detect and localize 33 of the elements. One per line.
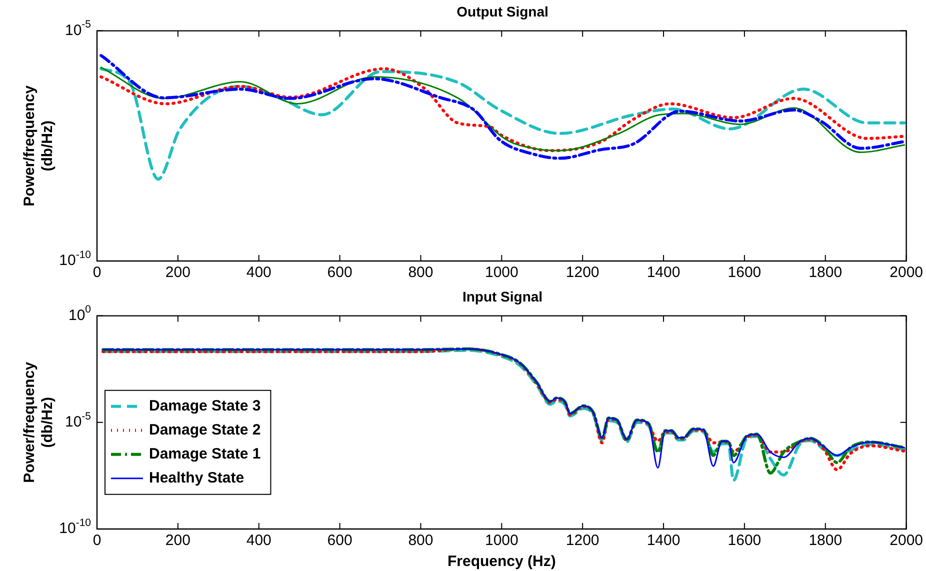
y-axis-title: Power/frequency (db/Hz) (21, 84, 56, 206)
x-tick-label: 1800 (808, 532, 842, 550)
x-tick-label: 0 (92, 264, 102, 282)
line-series (100, 54, 906, 160)
x-tick-label: 2000 (890, 264, 924, 282)
x-tick-label: 1200 (566, 264, 600, 282)
line-series (100, 67, 906, 181)
y-axis-title: Power/frequency (db/Hz) (21, 361, 56, 483)
legend-label: Healthy State (149, 470, 244, 487)
x-tick-label: 1800 (808, 264, 842, 282)
x-tick-label: 400 (246, 532, 272, 550)
x-tick-label: 2000 (890, 532, 924, 550)
x-tick-label: 1200 (566, 532, 600, 550)
x-tick-label: 1000 (484, 264, 518, 282)
x-tick-label: 600 (327, 264, 352, 282)
x-tick-label: 1400 (646, 532, 680, 550)
x-tick-label: 1000 (484, 532, 518, 550)
x-tick-label: 600 (327, 532, 352, 550)
x-tick-label: 1600 (728, 264, 762, 282)
x-tick-label: 1400 (646, 264, 680, 282)
x-tick-label: 800 (408, 532, 434, 550)
x-tick-label: 200 (165, 264, 190, 282)
legend-label: Damage State 2 (149, 422, 261, 439)
x-tick-label: 800 (408, 264, 434, 282)
legend-label: Damage State 1 (149, 446, 261, 463)
chart-title: Output Signal (456, 3, 548, 20)
x-tick-label: 1600 (728, 532, 762, 550)
x-tick-label: 400 (246, 264, 272, 282)
legend-label: Damage State 3 (149, 398, 261, 415)
chart-title: Input Signal (462, 288, 543, 304)
x-tick-label: 0 (92, 532, 102, 550)
x-axis-title: Frequency (Hz) (447, 553, 556, 570)
x-tick-label: 200 (165, 532, 190, 550)
